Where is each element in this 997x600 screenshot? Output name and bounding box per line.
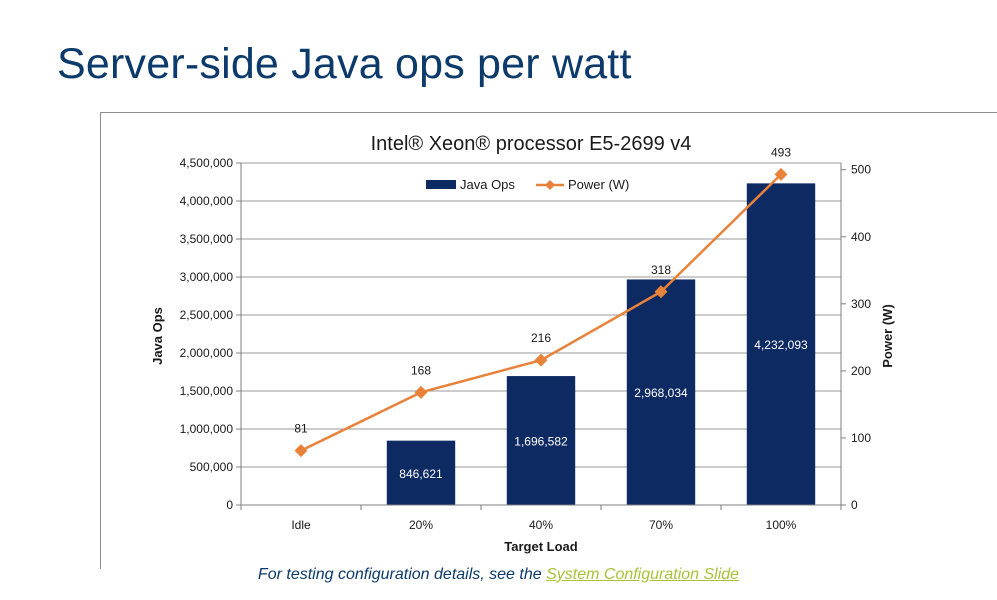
chart-frame: 846,621 1,696,582 2,968,034 4,232,093 81 168… <box>100 112 997 569</box>
y2-tick-label-1: 100 <box>851 431 871 445</box>
y2-tick-label-3: 300 <box>851 297 871 311</box>
y2-tick-label-5: 500 <box>851 163 871 177</box>
power-label-20pct: 168 <box>411 363 431 377</box>
chart-title: Intel® Xeon® processor E5-2699 v4 <box>371 133 692 155</box>
axes: 0 500,000 1,000,000 1,500,000 2,000,000 2,500… <box>180 156 872 532</box>
bar-label-70pct: 2,968,034 <box>634 386 688 400</box>
power-marker-100pct <box>774 167 788 181</box>
y-tick-label-6: 3,000,000 <box>180 270 234 284</box>
x-tick-label-20pct: 20% <box>409 518 433 532</box>
legend-marker-power <box>545 180 555 190</box>
y-tick-label-4: 2,000,000 <box>180 346 234 360</box>
power-label-100pct: 493 <box>771 145 791 159</box>
y-tick-label-7: 3,500,000 <box>180 232 234 246</box>
x-axis-label: Target Load <box>504 539 577 554</box>
system-configuration-link[interactable]: System Configuration Slide <box>546 566 740 583</box>
y2-axis-label: Power (W) <box>880 304 895 368</box>
y-tick-label-8: 4,000,000 <box>180 194 234 208</box>
x-tick-label-40pct: 40% <box>529 518 553 532</box>
y-axis-label: Java Ops <box>150 307 165 365</box>
line-power: 81 168 216 318 493 <box>294 145 791 458</box>
bars-java-ops: 846,621 1,696,582 2,968,034 4,232,093 <box>386 183 816 505</box>
slide-title: Server-side Java ops per watt <box>57 40 632 88</box>
chart-svg: 846,621 1,696,582 2,968,034 4,232,093 81 168… <box>150 133 895 554</box>
y-tick-label-3: 1,500,000 <box>180 384 234 398</box>
bar-label-40pct: 1,696,582 <box>514 435 568 449</box>
legend-label-power: Power (W) <box>568 177 629 192</box>
power-marker-idle <box>294 444 308 458</box>
y2-tick-label-2: 200 <box>851 364 871 378</box>
y-tick-label-2: 1,000,000 <box>180 422 234 436</box>
bar-label-100pct: 4,232,093 <box>754 338 808 352</box>
footer-text: For testing configuration details, see t… <box>257 566 547 583</box>
power-marker-40pct <box>534 353 548 367</box>
gridlines <box>241 162 841 468</box>
y-tick-label-0: 0 <box>226 498 233 512</box>
bar-40pct <box>506 376 576 505</box>
power-marker-70pct <box>654 285 668 299</box>
bar-70pct <box>626 279 696 505</box>
x-tick-label-100pct: 100% <box>766 518 797 532</box>
legend: Java Ops Power (W) <box>426 177 629 192</box>
legend-label-java-ops: Java Ops <box>460 177 515 192</box>
bar-label-20pct: 846,621 <box>399 467 443 481</box>
x-tick-label-idle: Idle <box>291 518 311 532</box>
power-marker-20pct <box>414 385 428 399</box>
y2-tick-label-0: 0 <box>851 498 858 512</box>
bar-20pct <box>386 440 456 505</box>
y-tick-label-9: 4,500,000 <box>180 156 234 170</box>
bar-100pct <box>746 183 816 505</box>
power-label-idle: 81 <box>294 422 308 436</box>
y-tick-label-5: 2,500,000 <box>180 308 234 322</box>
footer-note: For testing configuration details, see t… <box>0 566 997 584</box>
power-label-40pct: 216 <box>531 331 551 345</box>
x-tick-label-70pct: 70% <box>649 518 673 532</box>
power-label-70pct: 318 <box>651 263 671 277</box>
y-tick-label-1: 500,000 <box>190 460 234 474</box>
legend-swatch-java-ops <box>426 180 456 189</box>
y2-tick-label-4: 400 <box>851 230 871 244</box>
